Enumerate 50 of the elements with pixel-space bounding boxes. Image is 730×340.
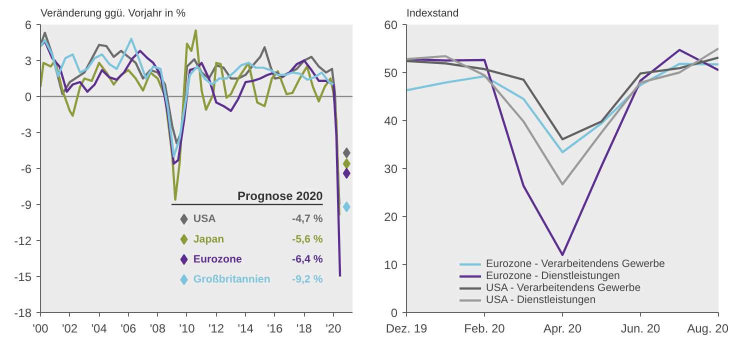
y-tick-label: -12 xyxy=(14,234,32,248)
x-tick-label: Jun. 20 xyxy=(620,322,661,336)
y-tick-label: 10 xyxy=(384,258,398,272)
y-axis-title: Indexstand xyxy=(406,8,459,20)
x-tick-label: '04 xyxy=(91,322,108,336)
y-tick-label: -9 xyxy=(20,198,32,212)
x-tick-label: '16 xyxy=(267,322,284,336)
annotation: -6,4 % xyxy=(292,254,324,266)
x-tick-label: '08 xyxy=(150,322,166,336)
legend-label: USA - Verarbeitendens Gewerbe xyxy=(486,282,641,294)
y-tick-label: 20 xyxy=(384,210,398,224)
y-tick-label: 0 xyxy=(24,90,32,104)
y-tick-label: 6 xyxy=(24,18,32,32)
x-tick-label: Apr. 20 xyxy=(543,322,582,336)
legend-title: Prognose 2020 xyxy=(237,189,324,204)
y-tick-label: 60 xyxy=(384,18,398,32)
x-tick-label: '14 xyxy=(238,322,254,336)
y-tick-label: -3 xyxy=(20,126,32,140)
y-tick-label: -15 xyxy=(14,270,32,284)
legend-label: Eurozone - Dienstleistungen xyxy=(486,270,620,282)
legend-label: Japan xyxy=(193,233,224,246)
y-tick-label: 3 xyxy=(24,54,32,68)
x-tick-label: '12 xyxy=(208,322,224,336)
x-tick-label: '18 xyxy=(296,322,312,336)
x-tick-label: '02 xyxy=(62,322,78,336)
line-series xyxy=(40,38,335,158)
x-tick-label: Feb. 20 xyxy=(464,322,506,336)
x-tick-label: '20 xyxy=(326,322,342,336)
annotation: -5,6 % xyxy=(292,233,324,246)
x-tick-label: '06 xyxy=(120,322,137,336)
legend-label: Großbritannien xyxy=(193,274,270,286)
x-tick-label: '10 xyxy=(179,322,196,336)
x-tick-label: '00 xyxy=(32,322,49,336)
legend-label: USA xyxy=(193,213,216,226)
x-tick-label: Aug. 20 xyxy=(687,322,729,336)
y-axis-title: Veränderung ggü. Vorjahr in % xyxy=(40,8,186,20)
y-tick-label: 40 xyxy=(384,114,398,128)
x-tick-label: Dez. 19 xyxy=(386,322,428,336)
legend-label: USA - Dienstleistungen xyxy=(486,294,596,306)
line-series xyxy=(406,47,718,186)
line-series xyxy=(406,62,718,154)
y-tick-label: -6 xyxy=(20,162,32,176)
legend-label: Eurozone - Verarbeitendens Gewerbe xyxy=(486,258,665,270)
y-tick-label: 0 xyxy=(390,306,398,320)
y-tick-label: -18 xyxy=(14,306,32,320)
y-tick-label: 30 xyxy=(384,162,398,176)
legend-label: Eurozone xyxy=(193,254,242,266)
annotation: -9,2 % xyxy=(292,274,324,286)
y-tick-label: 50 xyxy=(384,66,398,80)
annotation: -4,7 % xyxy=(292,213,324,226)
